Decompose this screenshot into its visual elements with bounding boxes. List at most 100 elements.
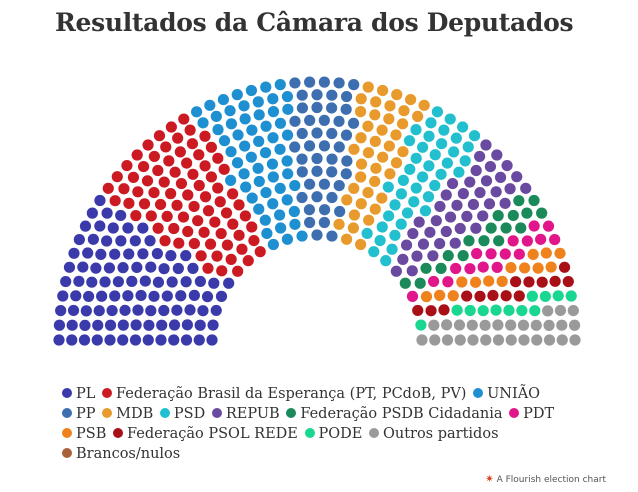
- seat-dot[interactable]: [288, 205, 300, 218]
- seat-dot[interactable]: [492, 334, 505, 346]
- seat-dot[interactable]: [377, 151, 389, 163]
- seat-dot[interactable]: [384, 168, 396, 180]
- seat-dot[interactable]: [441, 319, 453, 331]
- seat-dot[interactable]: [425, 305, 437, 317]
- seat-dot[interactable]: [505, 334, 517, 346]
- seat-dot[interactable]: [193, 149, 205, 161]
- seat-dot[interactable]: [296, 127, 308, 140]
- seat-dot[interactable]: [454, 334, 466, 346]
- seat-dot[interactable]: [347, 222, 359, 234]
- seat-dot[interactable]: [165, 121, 177, 133]
- seat-dot[interactable]: [391, 89, 403, 101]
- seat-dot[interactable]: [451, 199, 463, 211]
- seat-dot[interactable]: [267, 171, 279, 183]
- seat-dot[interactable]: [453, 166, 465, 178]
- seat-dot[interactable]: [214, 196, 226, 208]
- seat-dot[interactable]: [505, 319, 517, 331]
- legend-item[interactable]: Federação Brasil da Esperança (PT, PCdoB…: [102, 384, 466, 404]
- seat-dot[interactable]: [303, 178, 316, 190]
- seat-dot[interactable]: [326, 89, 338, 101]
- seat-dot[interactable]: [507, 235, 519, 247]
- seat-dot[interactable]: [446, 177, 459, 190]
- seat-dot[interactable]: [253, 175, 265, 188]
- seat-dot[interactable]: [453, 319, 466, 331]
- seat-dot[interactable]: [516, 304, 528, 317]
- seat-dot[interactable]: [429, 149, 441, 161]
- seat-dot[interactable]: [212, 182, 224, 194]
- seat-dot[interactable]: [311, 165, 323, 177]
- seat-dot[interactable]: [480, 334, 492, 346]
- legend-item[interactable]: Federação PSOL REDE: [112, 424, 298, 444]
- seat-dot[interactable]: [245, 84, 258, 97]
- seat-dot[interactable]: [503, 304, 515, 316]
- seat-dot[interactable]: [233, 199, 245, 211]
- seat-dot[interactable]: [523, 276, 535, 288]
- seat-dot[interactable]: [415, 319, 427, 331]
- seat-dot[interactable]: [435, 168, 447, 180]
- legend-item[interactable]: PL: [62, 384, 95, 404]
- seat-dot[interactable]: [400, 239, 413, 251]
- seat-dot[interactable]: [281, 194, 293, 206]
- flourish-credit[interactable]: ✷ A Flourish election chart: [485, 474, 606, 485]
- seat-dot[interactable]: [318, 76, 330, 88]
- legend-item[interactable]: PP: [62, 404, 96, 424]
- seat-dot[interactable]: [435, 262, 447, 274]
- seat-dot[interactable]: [517, 319, 530, 331]
- seat-dot[interactable]: [144, 235, 156, 247]
- seat-dot[interactable]: [138, 198, 151, 210]
- seat-dot[interactable]: [380, 255, 392, 267]
- seat-dot[interactable]: [318, 178, 331, 190]
- seat-dot[interactable]: [202, 262, 214, 274]
- seat-dot[interactable]: [192, 215, 204, 227]
- seat-dot[interactable]: [511, 171, 523, 183]
- seat-dot[interactable]: [528, 194, 540, 207]
- seat-dot[interactable]: [184, 304, 196, 316]
- seat-dot[interactable]: [549, 275, 561, 287]
- seat-dot[interactable]: [467, 334, 479, 346]
- seat-dot[interactable]: [178, 113, 190, 125]
- seat-dot[interactable]: [102, 182, 114, 194]
- seat-dot[interactable]: [68, 247, 80, 259]
- seat-dot[interactable]: [267, 93, 279, 105]
- seat-dot[interactable]: [500, 290, 512, 302]
- seat-dot[interactable]: [556, 334, 568, 346]
- seat-dot[interactable]: [477, 261, 489, 273]
- seat-dot[interactable]: [413, 216, 425, 228]
- seat-dot[interactable]: [127, 171, 140, 183]
- seat-dot[interactable]: [232, 265, 244, 277]
- seat-dot[interactable]: [236, 243, 248, 255]
- seat-dot[interactable]: [407, 227, 419, 240]
- seat-dot[interactable]: [531, 334, 543, 346]
- seat-dot[interactable]: [215, 290, 228, 302]
- seat-dot[interactable]: [535, 233, 547, 245]
- seat-dot[interactable]: [429, 179, 441, 192]
- seat-dot[interactable]: [491, 149, 503, 161]
- seat-dot[interactable]: [158, 263, 170, 275]
- seat-dot[interactable]: [123, 248, 135, 260]
- seat-dot[interactable]: [513, 248, 525, 260]
- seat-dot[interactable]: [182, 189, 194, 201]
- seat-dot[interactable]: [425, 117, 437, 129]
- seat-dot[interactable]: [198, 226, 210, 238]
- seat-dot[interactable]: [223, 277, 235, 289]
- seat-dot[interactable]: [239, 140, 251, 152]
- seat-dot[interactable]: [95, 248, 107, 261]
- seat-dot[interactable]: [333, 77, 345, 89]
- seat-dot[interactable]: [405, 93, 417, 106]
- seat-dot[interactable]: [470, 222, 482, 234]
- seat-dot[interactable]: [253, 109, 265, 121]
- seat-dot[interactable]: [197, 117, 209, 129]
- seat-dot[interactable]: [562, 275, 574, 288]
- seat-dot[interactable]: [220, 207, 233, 219]
- seat-dot[interactable]: [355, 158, 368, 170]
- seat-dot[interactable]: [438, 304, 450, 316]
- seat-dot[interactable]: [326, 127, 338, 140]
- seat-dot[interactable]: [326, 191, 338, 204]
- seat-dot[interactable]: [199, 160, 211, 172]
- seat-dot[interactable]: [126, 275, 138, 287]
- seat-dot[interactable]: [518, 334, 530, 346]
- seat-dot[interactable]: [137, 248, 149, 260]
- seat-dot[interactable]: [529, 305, 541, 317]
- seat-dot[interactable]: [362, 120, 374, 132]
- seat-dot[interactable]: [461, 290, 473, 302]
